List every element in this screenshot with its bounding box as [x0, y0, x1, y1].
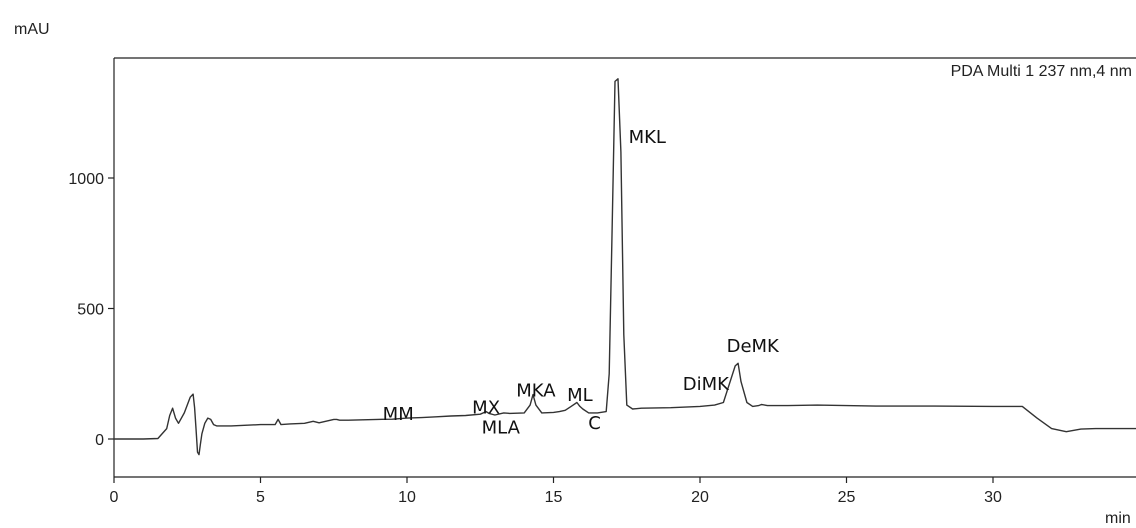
- peak-label-ml: ML: [567, 385, 593, 406]
- x-tick-label: 0: [110, 489, 119, 506]
- peak-label-mm: MM: [383, 404, 414, 425]
- y-tick-label: 1000: [68, 171, 104, 188]
- y-axis-label: mAU: [14, 21, 50, 38]
- peak-label-demk: DeMK: [727, 336, 780, 357]
- legend-label: PDA Multi 1 237 nm,4 nm: [951, 63, 1132, 80]
- x-tick-label: 20: [691, 489, 709, 506]
- peak-label-mka: MKA: [516, 381, 556, 402]
- peak-label-mla: MLA: [482, 417, 521, 438]
- series-line: [114, 78, 1136, 456]
- x-axis-label: min: [1105, 510, 1131, 527]
- peak-label-c: C: [588, 413, 601, 434]
- x-tick-label: 30: [984, 489, 1002, 506]
- peak-label-mx: MX: [472, 398, 500, 419]
- y-tick-label: 0: [95, 432, 104, 449]
- x-tick-label: 10: [398, 489, 416, 506]
- x-tick-label: 15: [545, 489, 563, 506]
- y-tick-label: 500: [77, 302, 104, 319]
- peak-label-dimk: DiMK: [683, 374, 730, 395]
- axis-ticks: 0 5 10 15 20 25 30 0 500 1000: [68, 171, 1002, 506]
- x-tick-label: 5: [256, 489, 265, 506]
- peak-label-mkl: MKL: [629, 127, 666, 148]
- x-tick-label: 25: [838, 489, 856, 506]
